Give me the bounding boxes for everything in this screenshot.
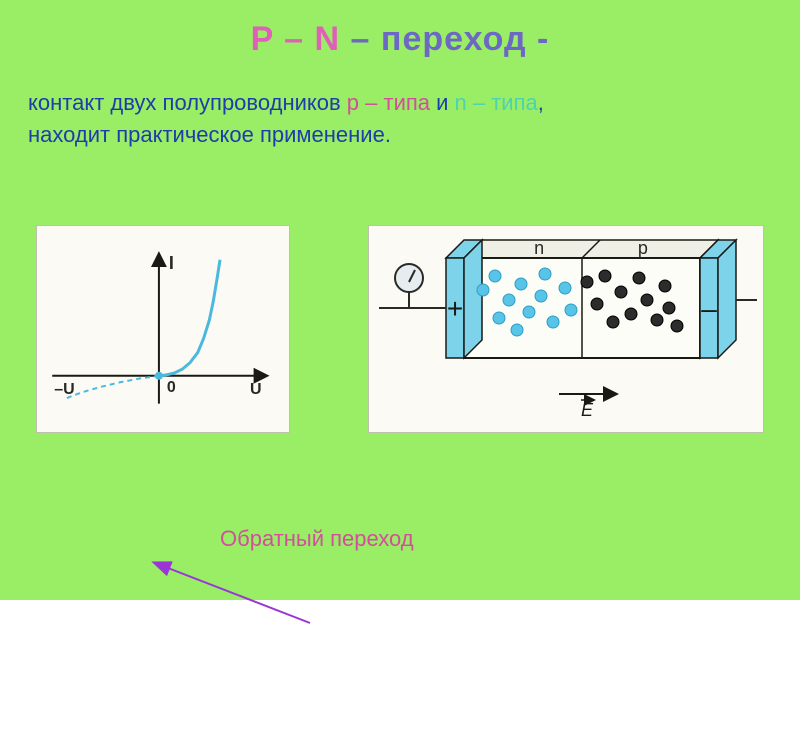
pn-junction-diagram: n p + – E — [368, 225, 764, 433]
svg-text:–U: –U — [54, 381, 74, 398]
svg-text:n: n — [534, 238, 544, 258]
slide-title: P – N – переход - — [0, 20, 800, 59]
diode-svg: n p + – E — [369, 226, 765, 434]
svg-text:U: U — [250, 381, 262, 398]
iv-curve-chart: I U –U 0 — [36, 225, 290, 433]
caption-text: Обратный переход — [220, 526, 414, 552]
svg-text:+: + — [447, 293, 463, 324]
svg-text:0: 0 — [167, 379, 176, 396]
slide-subtitle: контакт двух полупроводников p – типа и … — [28, 87, 800, 151]
svg-text:–: – — [701, 293, 717, 324]
svg-text:E: E — [581, 400, 594, 420]
iv-curve-svg: I U –U 0 — [37, 226, 291, 434]
slide: P – N – переход - контакт двух полупрово… — [0, 0, 800, 600]
svg-text:p: p — [638, 238, 648, 258]
svg-text:I: I — [169, 253, 174, 273]
figures-row: I U –U 0 n p + – E — [36, 225, 764, 433]
